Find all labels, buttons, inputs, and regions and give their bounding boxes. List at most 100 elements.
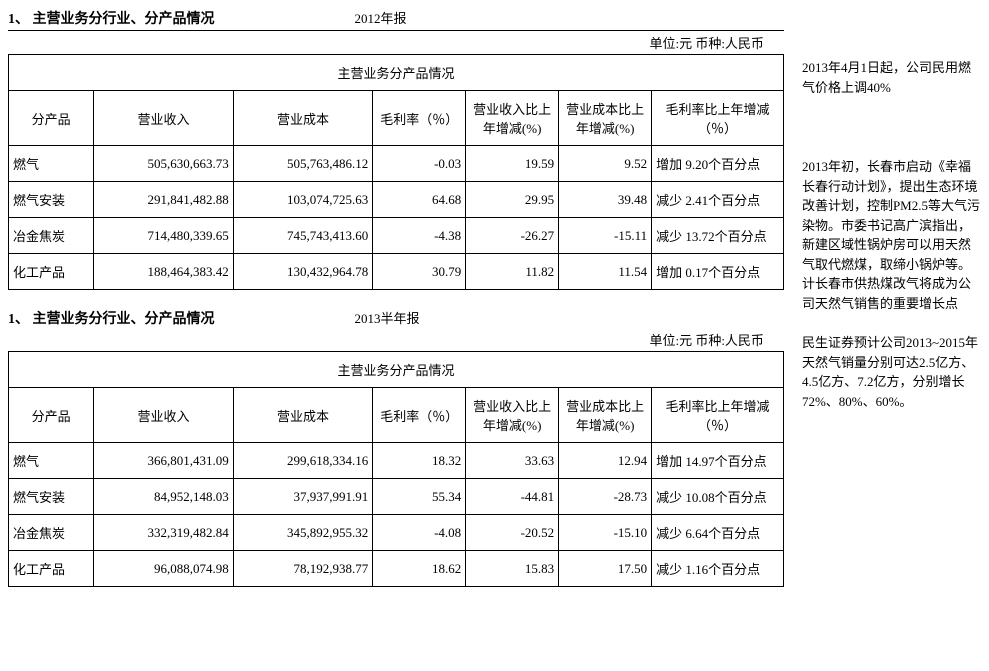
cell-cost: 103,074,725.63 [233,182,372,218]
cell-revenue: 366,801,431.09 [94,443,233,479]
cell-cost: 130,432,964.78 [233,254,372,290]
table2-caption-row: 主营业务分产品情况 [9,352,784,388]
cell-cost: 345,892,955.32 [233,515,372,551]
table1-caption-row: 主营业务分产品情况 [9,55,784,91]
hdr-cost-yoy: 营业成本比上年增减(%) [559,388,652,443]
cell-revenue: 291,841,482.88 [94,182,233,218]
cell-gm-yoy: 增加 0.17个百分点 [652,254,784,290]
note-1: 2013年4月1日起，公司民用燃气价格上调40% [802,58,981,97]
cell-revenue: 332,319,482.84 [94,515,233,551]
page-root: 1、 主营业务分行业、分产品情况 2012年报 单位:元 币种:人民币 主营业务… [8,8,981,587]
cell-rev-yoy: -26.27 [466,218,559,254]
cell-product: 化工产品 [9,551,94,587]
cell-revenue: 505,630,663.73 [94,146,233,182]
hdr-cost: 营业成本 [233,388,372,443]
cell-cost-yoy: -28.73 [559,479,652,515]
cell-cost: 37,937,991.91 [233,479,372,515]
right-column: 2013年4月1日起，公司民用燃气价格上调40% 2013年初，长春市启动《幸福… [784,8,981,431]
cell-gm: 55.34 [373,479,466,515]
cell-revenue: 84,952,148.03 [94,479,233,515]
cell-cost: 299,618,334.16 [233,443,372,479]
cell-cost-yoy: -15.10 [559,515,652,551]
cell-gm-yoy: 减少 13.72个百分点 [652,218,784,254]
table2-header-row: 分产品 营业收入 营业成本 毛利率（％） 营业收入比上年增减(%) 营业成本比上… [9,388,784,443]
left-column: 1、 主营业务分行业、分产品情况 2012年报 单位:元 币种:人民币 主营业务… [8,8,784,587]
hdr-gm: 毛利率（％） [373,388,466,443]
cell-cost-yoy: 9.52 [559,146,652,182]
table-row: 燃气安装 84,952,148.03 37,937,991.91 55.34 -… [9,479,784,515]
cell-gm: -4.08 [373,515,466,551]
cell-gm: 18.62 [373,551,466,587]
cell-gm: 30.79 [373,254,466,290]
table-report1: 主营业务分产品情况 分产品 营业收入 营业成本 毛利率（％） 营业收入比上年增减… [8,54,784,290]
cell-cost-yoy: 39.48 [559,182,652,218]
hdr-gm: 毛利率（％） [373,91,466,146]
hdr-gm-yoy: 毛利率比上年增减（％） [652,388,784,443]
table1-caption: 主营业务分产品情况 [9,55,784,91]
table1-body: 燃气 505,630,663.73 505,763,486.12 -0.03 1… [9,146,784,290]
hdr-revenue: 营业收入 [94,388,233,443]
note-2: 2013年初，长春市启动《幸福长春行动计划》，提出生态环境改善计划，控制PM2.… [802,157,981,313]
table-row: 化工产品 96,088,074.98 78,192,938.77 18.62 1… [9,551,784,587]
cell-gm-yoy: 减少 6.64个百分点 [652,515,784,551]
cell-product: 冶金焦炭 [9,515,94,551]
hdr-revenue: 营业收入 [94,91,233,146]
table2-caption: 主营业务分产品情况 [9,352,784,388]
cell-rev-yoy: 19.59 [466,146,559,182]
cell-gm: 18.32 [373,443,466,479]
section1-rule [8,30,784,31]
table-row: 冶金焦炭 332,319,482.84 345,892,955.32 -4.08… [9,515,784,551]
cell-cost-yoy: 17.50 [559,551,652,587]
cell-cost: 78,192,938.77 [233,551,372,587]
table-row: 燃气安装 291,841,482.88 103,074,725.63 64.68… [9,182,784,218]
cell-gm: -0.03 [373,146,466,182]
unit-line-2: 单位:元 币种:人民币 [8,330,784,351]
cell-product: 燃气 [9,443,94,479]
table-row: 燃气 505,630,663.73 505,763,486.12 -0.03 1… [9,146,784,182]
table-row: 冶金焦炭 714,480,339.65 745,743,413.60 -4.38… [9,218,784,254]
cell-cost-yoy: 12.94 [559,443,652,479]
table2-body: 燃气 366,801,431.09 299,618,334.16 18.32 3… [9,443,784,587]
cell-gm-yoy: 减少 1.16个百分点 [652,551,784,587]
section1-title-row: 1、 主营业务分行业、分产品情况 2012年报 [8,8,784,30]
hdr-cost-yoy: 营业成本比上年增减(%) [559,91,652,146]
cell-gm-yoy: 减少 10.08个百分点 [652,479,784,515]
table-row: 燃气 366,801,431.09 299,618,334.16 18.32 3… [9,443,784,479]
cell-rev-yoy: 15.83 [466,551,559,587]
report2-label: 2013半年报 [355,308,420,327]
table1-header-row: 分产品 营业收入 营业成本 毛利率（％） 营业收入比上年增减(%) 营业成本比上… [9,91,784,146]
hdr-rev-yoy: 营业收入比上年增减(%) [466,388,559,443]
cell-revenue: 714,480,339.65 [94,218,233,254]
cell-rev-yoy: 29.95 [466,182,559,218]
hdr-rev-yoy: 营业收入比上年增减(%) [466,91,559,146]
cell-gm-yoy: 增加 9.20个百分点 [652,146,784,182]
cell-product: 燃气安装 [9,182,94,218]
cell-cost: 745,743,413.60 [233,218,372,254]
cell-rev-yoy: 33.63 [466,443,559,479]
section1-heading: 1、 主营业务分行业、分产品情况 [8,8,215,28]
cell-revenue: 96,088,074.98 [94,551,233,587]
note-3: 民生证券预计公司2013~2015年天然气销量分别可达2.5亿方、4.5亿方、7… [802,333,981,411]
hdr-gm-yoy: 毛利率比上年增减（％） [652,91,784,146]
cell-cost-yoy: 11.54 [559,254,652,290]
hdr-product: 分产品 [9,91,94,146]
report1-label: 2012年报 [355,8,407,27]
cell-product: 燃气安装 [9,479,94,515]
table-report2: 主营业务分产品情况 分产品 营业收入 营业成本 毛利率（％） 营业收入比上年增减… [8,351,784,587]
cell-rev-yoy: 11.82 [466,254,559,290]
cell-rev-yoy: -20.52 [466,515,559,551]
cell-product: 冶金焦炭 [9,218,94,254]
cell-gm-yoy: 增加 14.97个百分点 [652,443,784,479]
cell-cost-yoy: -15.11 [559,218,652,254]
cell-cost: 505,763,486.12 [233,146,372,182]
cell-revenue: 188,464,383.42 [94,254,233,290]
cell-product: 燃气 [9,146,94,182]
cell-gm: -4.38 [373,218,466,254]
cell-product: 化工产品 [9,254,94,290]
unit-line-1: 单位:元 币种:人民币 [8,33,784,54]
cell-gm: 64.68 [373,182,466,218]
section2-title-row: 1、 主营业务分行业、分产品情况 2013半年报 [8,308,784,330]
cell-rev-yoy: -44.81 [466,479,559,515]
section2-heading: 1、 主营业务分行业、分产品情况 [8,308,215,328]
table-row: 化工产品 188,464,383.42 130,432,964.78 30.79… [9,254,784,290]
